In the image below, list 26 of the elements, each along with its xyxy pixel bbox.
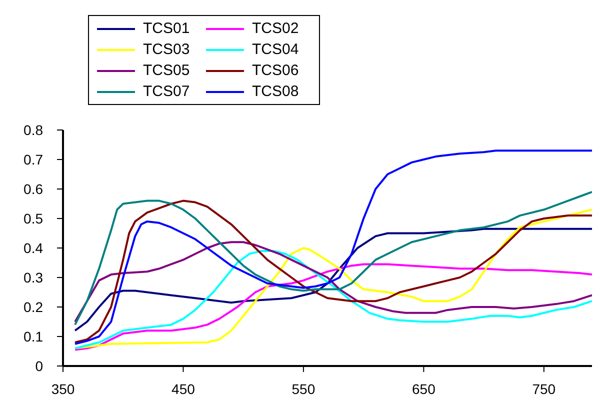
legend-label: TCS02 <box>252 20 299 37</box>
x-tick-label: 750 <box>532 380 556 397</box>
y-tick-label: 0.4 <box>24 240 44 256</box>
x-tick-label: 650 <box>412 380 436 397</box>
line-series <box>74 228 592 332</box>
y-tick-label: 0.3 <box>24 269 44 286</box>
y-tick-label: 0.6 <box>24 180 44 197</box>
x-tick-label: 550 <box>292 380 316 397</box>
legend-label: TCS08 <box>252 83 299 100</box>
y-tick-label: 0.5 <box>24 210 44 226</box>
y-tick-label: 0 <box>35 358 44 374</box>
x-tick-label: 350 <box>51 380 75 397</box>
legend-label: TCS03 <box>143 41 190 58</box>
legend-label: TCS06 <box>252 62 299 79</box>
y-tick-label: 0.2 <box>24 298 44 315</box>
legend-label: TCS04 <box>252 41 299 58</box>
y-tick-label: 0.1 <box>24 328 44 344</box>
legend-label: TCS01 <box>143 20 190 37</box>
legend-label: TCS07 <box>143 83 190 100</box>
y-tick-label: 0.7 <box>24 151 44 168</box>
legend-label: TCS05 <box>143 62 190 79</box>
line-series <box>74 150 592 345</box>
y-tick-label: 0.8 <box>24 122 44 138</box>
line-series <box>74 190 592 326</box>
x-tick-label: 450 <box>172 380 196 397</box>
line-series <box>74 241 592 323</box>
